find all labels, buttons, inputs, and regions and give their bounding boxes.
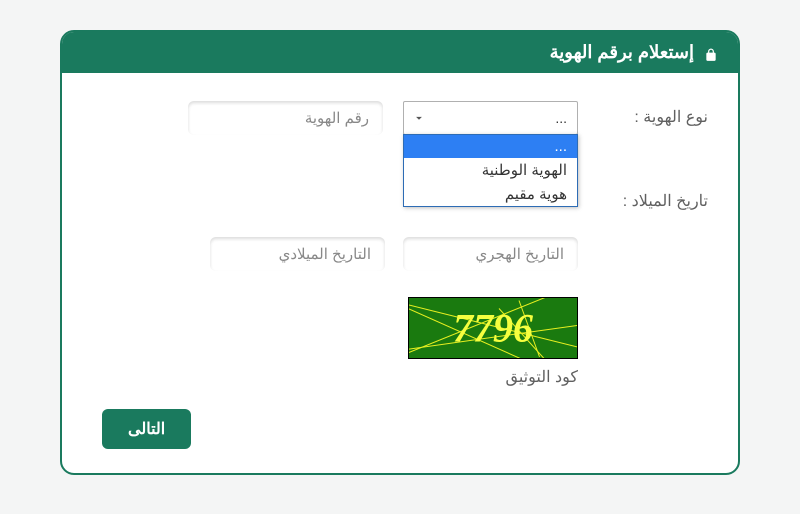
id-type-label: نوع الهوية : (598, 101, 708, 127)
next-button[interactable]: التالى (102, 409, 191, 449)
captcha-code: 7796 (453, 305, 533, 352)
hijri-date-input[interactable] (403, 237, 578, 271)
panel-body: نوع الهوية : ... ... الهوية الوطنية هوية… (62, 73, 738, 473)
captcha-label: كود التوثيق (92, 367, 578, 387)
gregorian-date-input[interactable] (210, 237, 385, 271)
inquiry-panel: إستعلام برقم الهوية نوع الهوية : ... ...… (60, 30, 740, 475)
dropdown-option[interactable]: ... (404, 135, 577, 158)
birthdate-label: تاريخ الميلاد : (598, 185, 708, 211)
lock-icon (704, 46, 718, 60)
id-type-dropdown: ... الهوية الوطنية هوية مقيم (403, 134, 578, 207)
id-number-input[interactable] (188, 101, 383, 135)
panel-header: إستعلام برقم الهوية (62, 32, 738, 73)
dropdown-option[interactable]: الهوية الوطنية (404, 158, 577, 182)
date-inputs-row (92, 237, 708, 271)
id-type-selected-value: ... (555, 110, 567, 126)
chevron-down-icon (412, 111, 426, 125)
button-row: التالى (92, 409, 708, 449)
captcha-block: 7796 كود التوثيق (92, 297, 578, 387)
id-type-select[interactable]: ... (403, 101, 578, 135)
panel-title: إستعلام برقم الهوية (550, 42, 694, 63)
dropdown-option[interactable]: هوية مقيم (404, 182, 577, 206)
id-type-select-wrap: ... ... الهوية الوطنية هوية مقيم (403, 101, 578, 135)
birthdate-row: تاريخ الميلاد : (92, 185, 708, 211)
id-type-row: نوع الهوية : ... ... الهوية الوطنية هوية… (92, 101, 708, 135)
captcha-image: 7796 (408, 297, 578, 359)
